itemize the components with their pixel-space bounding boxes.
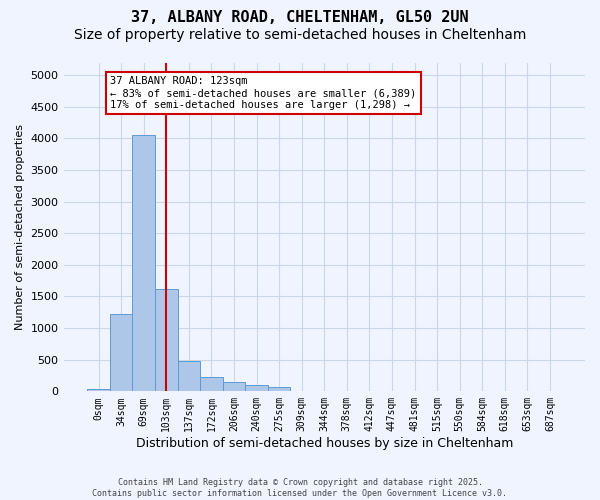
Text: Size of property relative to semi-detached houses in Cheltenham: Size of property relative to semi-detach… — [74, 28, 526, 42]
Bar — [155, 289, 178, 392]
Text: 37, ALBANY ROAD, CHELTENHAM, GL50 2UN: 37, ALBANY ROAD, CHELTENHAM, GL50 2UN — [131, 10, 469, 25]
Bar — [223, 382, 245, 392]
Bar — [110, 314, 133, 392]
Text: Contains HM Land Registry data © Crown copyright and database right 2025.
Contai: Contains HM Land Registry data © Crown c… — [92, 478, 508, 498]
X-axis label: Distribution of semi-detached houses by size in Cheltenham: Distribution of semi-detached houses by … — [136, 437, 513, 450]
Bar — [133, 135, 155, 392]
Bar — [200, 378, 223, 392]
Bar — [268, 387, 290, 392]
Text: 37 ALBANY ROAD: 123sqm
← 83% of semi-detached houses are smaller (6,389)
17% of : 37 ALBANY ROAD: 123sqm ← 83% of semi-det… — [110, 76, 416, 110]
Bar — [245, 385, 268, 392]
Bar — [178, 361, 200, 392]
Y-axis label: Number of semi-detached properties: Number of semi-detached properties — [15, 124, 25, 330]
Bar — [87, 390, 110, 392]
